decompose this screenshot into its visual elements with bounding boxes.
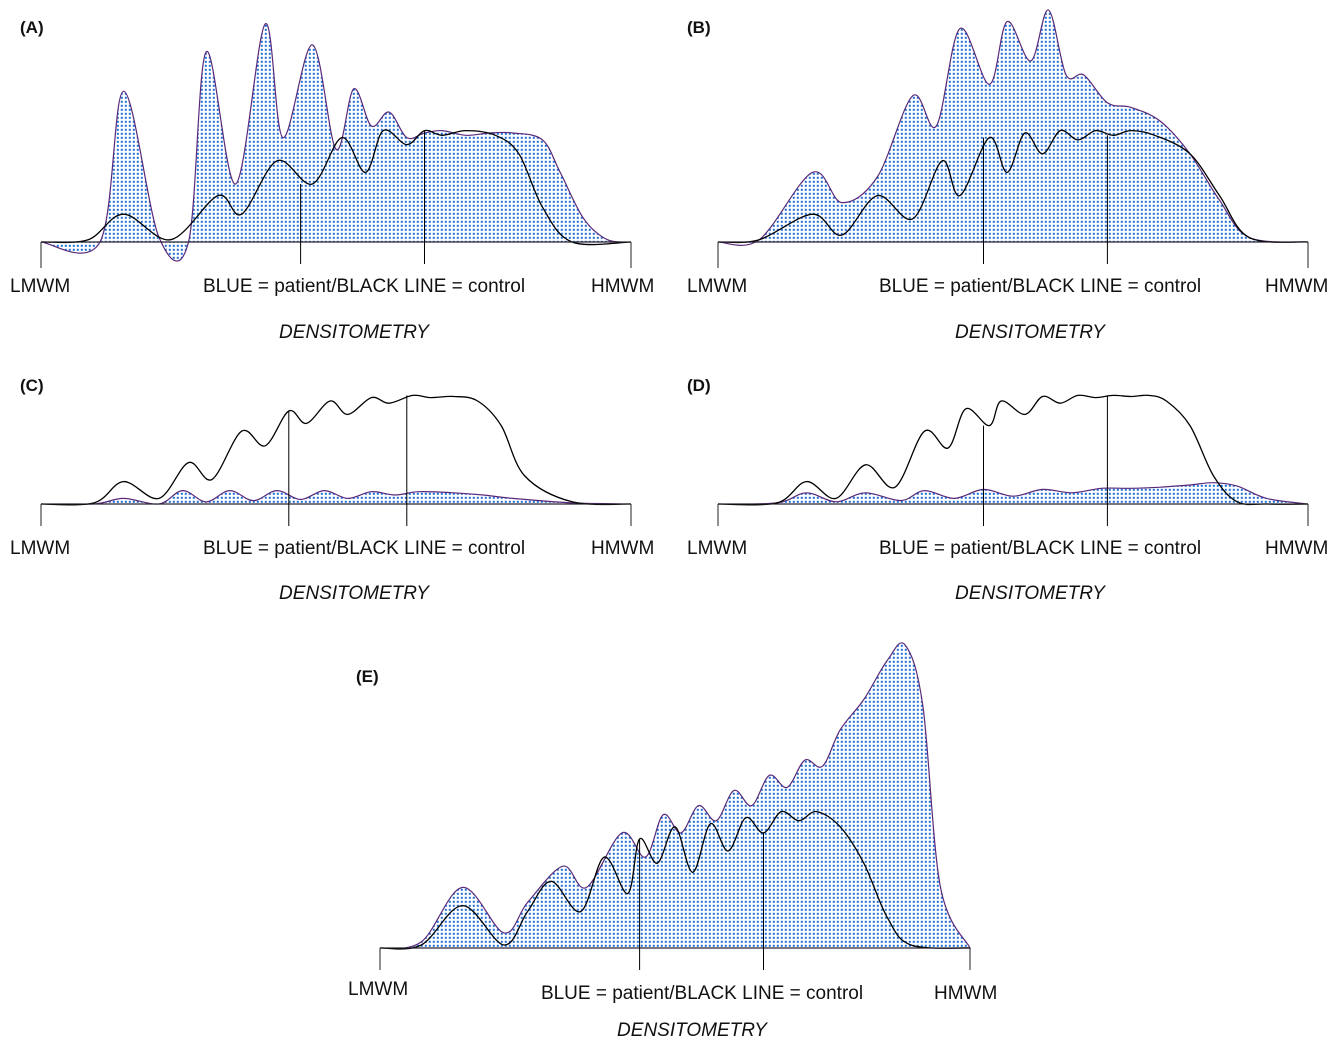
panel-label: (A) <box>20 18 44 37</box>
axis-caption: DENSITOMETRY <box>279 322 430 343</box>
patient-area <box>717 482 1309 505</box>
panel-b: (B) LMWM BLUE = patient/BLACK LINE = con… <box>687 9 1328 343</box>
panel-c: (C) LMWM BLUE = patient/BLACK LINE = con… <box>10 376 654 604</box>
x-label-center: BLUE = patient/BLACK LINE = control <box>879 538 1201 559</box>
patient-area <box>717 9 1309 247</box>
x-label-right: HMWM <box>1265 276 1328 297</box>
panel-label: (B) <box>687 18 711 37</box>
panel-label: (D) <box>687 376 711 395</box>
marker-lines <box>639 832 764 970</box>
x-label-left: LMWM <box>10 276 70 297</box>
x-label-center: BLUE = patient/BLACK LINE = control <box>879 276 1201 297</box>
panel-e: (E) LMWM BLUE = patient/BLACK LINE = con… <box>348 642 997 1040</box>
x-label-center: BLUE = patient/BLACK LINE = control <box>203 276 525 297</box>
control-line <box>717 129 1309 244</box>
axis-caption: DENSITOMETRY <box>617 1020 768 1040</box>
panel-label: (E) <box>356 667 379 686</box>
control-line <box>40 394 632 506</box>
axis-caption: DENSITOMETRY <box>279 583 430 604</box>
x-label-right: HMWM <box>1265 538 1328 559</box>
patient-area <box>40 489 632 505</box>
x-label-center: BLUE = patient/BLACK LINE = control <box>203 538 525 559</box>
axis-caption: DENSITOMETRY <box>955 322 1106 343</box>
x-label-left: LMWM <box>687 538 747 559</box>
x-label-left: LMWM <box>348 979 408 1000</box>
panel-label: (C) <box>20 376 44 395</box>
x-label-left: LMWM <box>10 538 70 559</box>
panel-d: (D) LMWM BLUE = patient/BLACK LINE = con… <box>687 376 1328 604</box>
control-line <box>40 129 632 246</box>
control-line <box>717 394 1309 506</box>
x-label-left: LMWM <box>687 276 747 297</box>
x-label-right: HMWM <box>934 983 997 1004</box>
marker-lines <box>300 130 425 264</box>
panel-a: (A) LMWM BLUE = patient/BLACK LINE = con… <box>10 18 654 343</box>
marker-lines <box>983 395 1108 526</box>
marker-lines <box>983 135 1108 264</box>
control-line <box>379 810 971 950</box>
x-label-right: HMWM <box>591 276 654 297</box>
axis-caption: DENSITOMETRY <box>955 583 1106 604</box>
x-label-right: HMWM <box>591 538 654 559</box>
patient-area <box>40 23 632 262</box>
marker-lines <box>288 395 408 526</box>
patient-area <box>379 642 971 949</box>
x-label-center: BLUE = patient/BLACK LINE = control <box>541 983 863 1004</box>
